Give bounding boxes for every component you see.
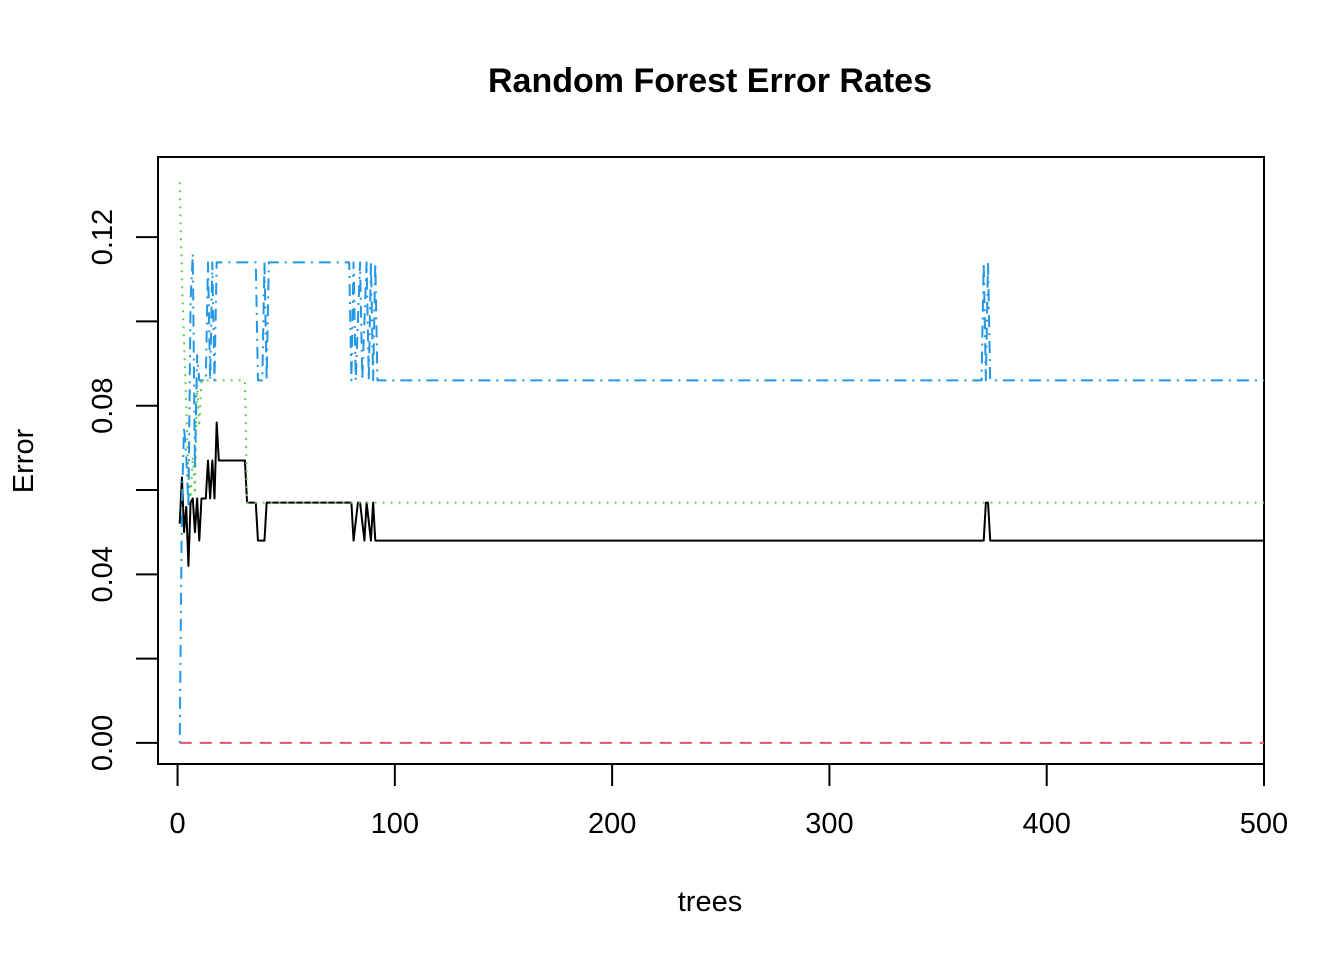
y-tick-label: 0.04 <box>87 546 119 602</box>
x-axis-label: trees <box>678 886 742 918</box>
y-tick-label: 0.08 <box>87 377 119 433</box>
y-tick-label: 0.12 <box>87 209 119 265</box>
plot-frame <box>157 156 1265 765</box>
x-tick-label: 100 <box>371 808 419 840</box>
chart-title: Random Forest Error Rates <box>488 62 932 100</box>
series-line-3 <box>178 182 1264 504</box>
y-axis: 0.00 0.04 0.08 0.12 <box>87 209 159 771</box>
series-layer <box>178 182 1264 744</box>
x-tick-label: 400 <box>1023 808 1071 840</box>
series-line-1 <box>178 421 1264 567</box>
x-tick-label: 500 <box>1240 808 1288 840</box>
series-line-4 <box>178 252 1264 743</box>
x-tick-label: 300 <box>805 808 853 840</box>
y-axis-label: Error <box>8 428 40 493</box>
x-axis: 0 100 200 300 400 500 <box>169 763 1288 840</box>
x-tick-label: 0 <box>169 808 185 840</box>
x-tick-label: 200 <box>588 808 636 840</box>
y-tick-label: 0.00 <box>87 715 119 771</box>
